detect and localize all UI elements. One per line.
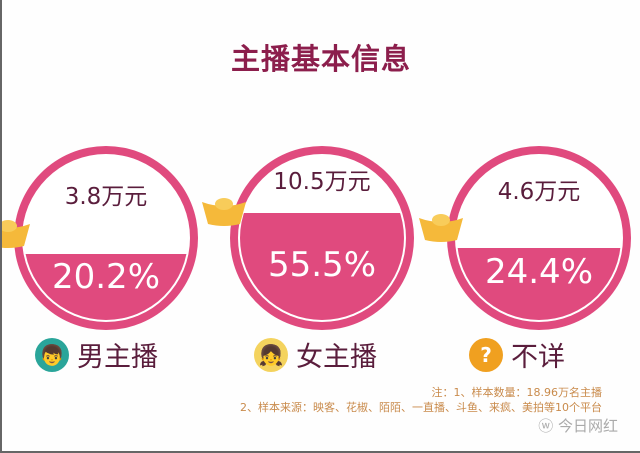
ring-gauge [230, 146, 414, 330]
circle-male: 3.8万元 20.2% [2, 140, 204, 336]
amount: 4.6万元 [497, 179, 581, 205]
label-text: 女主播 [296, 342, 377, 373]
percent: 20.2% [51, 257, 160, 297]
note-line-1: 注：1、样本数量：18.96万名主播 [431, 386, 603, 399]
percent: 55.5% [267, 245, 376, 285]
ring-gauge [447, 146, 631, 330]
label-female: 👧 女主播 [254, 335, 377, 374]
question-icon: ? [469, 337, 503, 372]
percent: 24.4% [484, 252, 593, 292]
label-unknown: ? 不详 [469, 335, 565, 374]
ring-gauge [14, 146, 198, 330]
amount: 3.8万元 [64, 184, 148, 210]
label-text: 男主播 [77, 342, 158, 373]
watermark: ⓦ 今日网红 [538, 415, 618, 436]
watermark-text: 今日网红 [557, 417, 618, 435]
note-line-2: 2、样本来源：映客、花椒、陌陌、一直播、斗鱼、来疯、美拍等10个平台 [240, 401, 602, 414]
gold-ingot-icon [202, 198, 246, 226]
label-male: 👦 男主播 [35, 335, 158, 374]
gold-ingot-icon [419, 214, 463, 242]
circle-unknown: 4.6万元 24.4% [419, 140, 637, 336]
gold-ingot-icon [2, 220, 30, 248]
page-title: 主播基本信息 [230, 42, 411, 76]
girl-avatar-icon: 👧 [254, 337, 288, 372]
circle-female: 10.5万元 55.5% [202, 140, 420, 336]
boy-avatar-icon: 👦 [35, 337, 69, 372]
wechat-icon: ⓦ [538, 417, 558, 435]
amount: 10.5万元 [273, 169, 371, 195]
footnotes: 注：1、样本数量：18.96万名主播 2、样本来源：映客、花椒、陌陌、一直播、斗… [240, 385, 602, 415]
label-text: 不详 [511, 342, 565, 373]
